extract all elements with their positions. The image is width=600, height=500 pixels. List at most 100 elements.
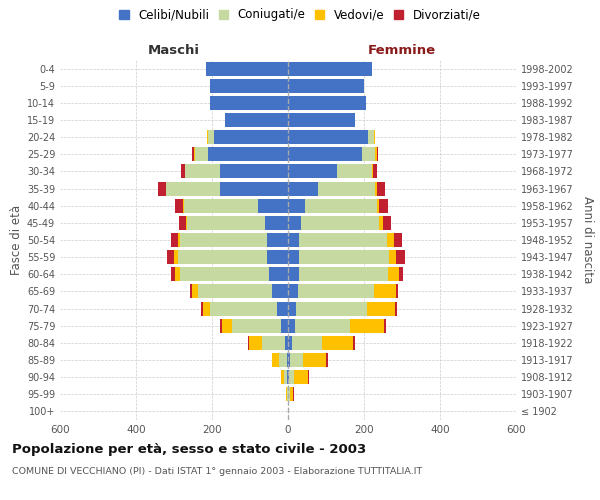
Bar [288, 233, 299, 247]
Bar [190, 284, 192, 298]
Bar [214, 130, 288, 144]
Bar [206, 62, 288, 76]
Bar [288, 284, 298, 298]
Bar [257, 198, 288, 212]
Bar [353, 336, 355, 350]
Bar [284, 370, 287, 384]
Bar [326, 353, 328, 367]
Bar [350, 318, 384, 332]
Bar [226, 113, 288, 127]
Bar [379, 216, 383, 230]
Bar [383, 216, 391, 230]
Bar [397, 284, 398, 298]
Bar [158, 182, 166, 196]
Bar [195, 148, 208, 162]
Text: COMUNE DI VECCHIANO (PI) - Dati ISTAT 1° gennaio 2003 - Elaborazione TUTTITALIA.: COMUNE DI VECCHIANO (PI) - Dati ISTAT 1°… [12, 468, 422, 476]
Bar [293, 388, 294, 402]
Bar [377, 198, 379, 212]
Bar [272, 284, 288, 298]
Bar [171, 233, 178, 247]
Bar [288, 216, 301, 230]
Bar [379, 198, 388, 212]
Bar [288, 78, 364, 92]
Bar [277, 302, 288, 316]
Bar [377, 148, 379, 162]
Bar [262, 336, 285, 350]
Bar [178, 250, 267, 264]
Bar [288, 370, 289, 384]
Bar [248, 336, 249, 350]
Bar [319, 182, 376, 196]
Bar [181, 164, 185, 178]
Bar [172, 268, 175, 281]
Bar [187, 216, 265, 230]
Bar [374, 130, 376, 144]
Bar [200, 302, 203, 316]
Bar [288, 302, 296, 316]
Bar [288, 182, 319, 196]
Bar [376, 148, 377, 162]
Bar [178, 233, 180, 247]
Bar [184, 198, 257, 212]
Bar [192, 148, 194, 162]
Bar [220, 182, 288, 196]
Bar [305, 198, 377, 212]
Bar [292, 336, 322, 350]
Bar [295, 318, 350, 332]
Bar [210, 96, 288, 110]
Bar [299, 268, 388, 281]
Bar [288, 96, 366, 110]
Text: Popolazione per età, sesso e stato civile - 2003: Popolazione per età, sesso e stato civil… [12, 442, 366, 456]
Bar [269, 268, 288, 281]
Bar [389, 250, 397, 264]
Bar [322, 336, 353, 350]
Bar [222, 318, 232, 332]
Bar [175, 198, 183, 212]
Bar [298, 284, 373, 298]
Bar [281, 318, 288, 332]
Bar [183, 198, 184, 212]
Bar [288, 353, 290, 367]
Bar [198, 284, 272, 298]
Bar [288, 318, 295, 332]
Bar [290, 353, 303, 367]
Bar [295, 370, 308, 384]
Bar [186, 216, 187, 230]
Bar [265, 216, 288, 230]
Bar [288, 336, 292, 350]
Text: Femmine: Femmine [368, 44, 436, 57]
Bar [267, 250, 288, 264]
Bar [220, 318, 222, 332]
Bar [288, 148, 362, 162]
Bar [208, 130, 214, 144]
Bar [288, 164, 337, 178]
Bar [387, 233, 394, 247]
Bar [210, 302, 277, 316]
Bar [288, 388, 290, 402]
Bar [272, 353, 279, 367]
Bar [367, 302, 395, 316]
Bar [290, 388, 293, 402]
Bar [288, 198, 305, 212]
Bar [281, 370, 284, 384]
Bar [232, 318, 281, 332]
Bar [377, 182, 385, 196]
Bar [288, 250, 299, 264]
Bar [384, 318, 386, 332]
Bar [194, 148, 195, 162]
Bar [362, 148, 376, 162]
Bar [220, 164, 288, 178]
Bar [175, 268, 180, 281]
Bar [371, 164, 373, 178]
Bar [287, 370, 288, 384]
Bar [337, 164, 371, 178]
Bar [373, 164, 377, 178]
Y-axis label: Anni di nascita: Anni di nascita [581, 196, 593, 284]
Bar [279, 353, 287, 367]
Bar [185, 164, 220, 178]
Bar [288, 130, 368, 144]
Bar [167, 250, 174, 264]
Bar [203, 302, 210, 316]
Bar [285, 336, 288, 350]
Y-axis label: Fasce di età: Fasce di età [10, 205, 23, 275]
